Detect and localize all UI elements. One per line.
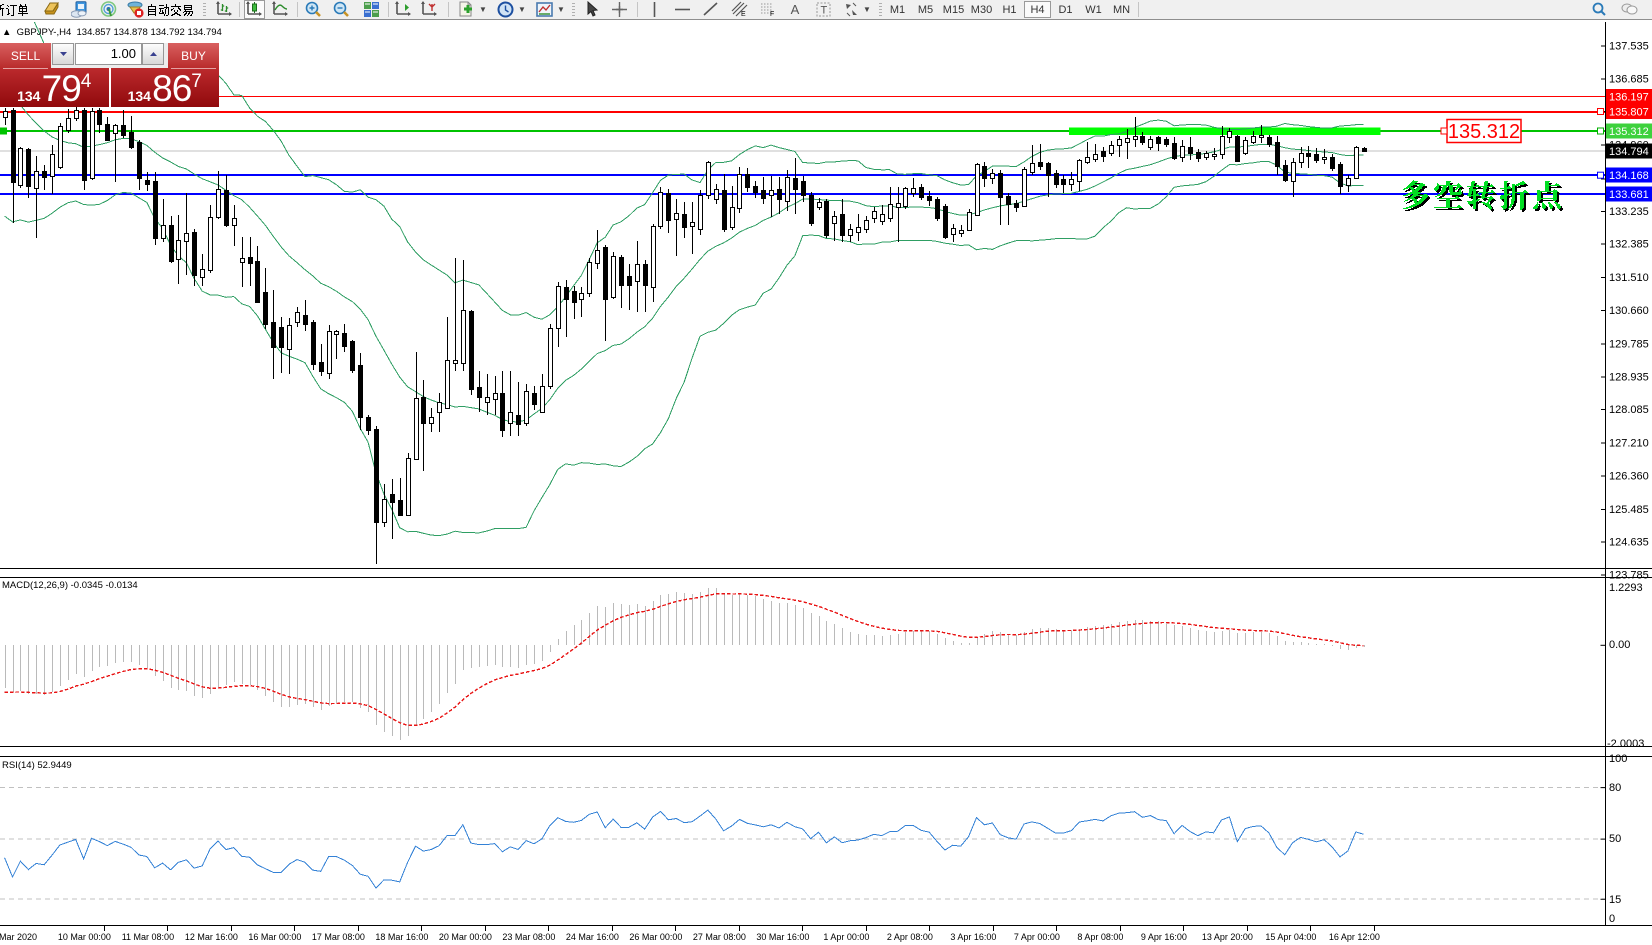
- svg-text:8 Apr 08:00: 8 Apr 08:00: [1077, 932, 1123, 942]
- svg-text:23 Mar 08:00: 23 Mar 08:00: [502, 932, 555, 942]
- svg-text:128.085: 128.085: [1609, 404, 1649, 416]
- svg-text:7 Apr 00:00: 7 Apr 00:00: [1014, 932, 1060, 942]
- svg-text:20 Mar 00:00: 20 Mar 00:00: [439, 932, 492, 942]
- svg-text:E: E: [741, 11, 746, 18]
- svg-text:26 Mar 00:00: 26 Mar 00:00: [629, 932, 682, 942]
- svg-text:133.681: 133.681: [1609, 189, 1649, 201]
- svg-text:15: 15: [1609, 894, 1621, 906]
- svg-text:128.935: 128.935: [1609, 371, 1649, 383]
- svg-text:134.794: 134.794: [1609, 146, 1649, 158]
- svg-text:16 Mar 00:00: 16 Mar 00:00: [248, 932, 301, 942]
- svg-text:27 Mar 08:00: 27 Mar 08:00: [693, 932, 746, 942]
- svg-text:137.535: 137.535: [1609, 41, 1649, 53]
- svg-text:30 Mar 16:00: 30 Mar 16:00: [756, 932, 809, 942]
- svg-text:127.210: 127.210: [1609, 438, 1649, 450]
- svg-text:125.485: 125.485: [1609, 504, 1649, 516]
- svg-text:130.660: 130.660: [1609, 305, 1649, 317]
- svg-text:2 Apr 08:00: 2 Apr 08:00: [887, 932, 933, 942]
- svg-text:1 Apr 00:00: 1 Apr 00:00: [823, 932, 869, 942]
- svg-text:50: 50: [1609, 833, 1621, 845]
- svg-text:10 Mar 00:00: 10 Mar 00:00: [58, 932, 111, 942]
- svg-text:100: 100: [1609, 753, 1627, 765]
- svg-text:129.785: 129.785: [1609, 339, 1649, 351]
- svg-text:135.312: 135.312: [1609, 126, 1649, 138]
- svg-text:126.360: 126.360: [1609, 470, 1649, 482]
- svg-text:MACD(12,26,9) -0.0345 -0.0134: MACD(12,26,9) -0.0345 -0.0134: [2, 580, 138, 591]
- svg-text:135.807: 135.807: [1609, 107, 1649, 119]
- svg-text:F: F: [770, 11, 774, 18]
- svg-text:135.312: 135.312: [1448, 121, 1520, 143]
- svg-text:133.235: 133.235: [1609, 206, 1649, 218]
- svg-text:3 Apr 16:00: 3 Apr 16:00: [950, 932, 996, 942]
- svg-text:0.00: 0.00: [1609, 639, 1630, 651]
- svg-text:17 Mar 08:00: 17 Mar 08:00: [312, 932, 365, 942]
- svg-text:132.385: 132.385: [1609, 239, 1649, 251]
- svg-text:134.168: 134.168: [1609, 170, 1649, 182]
- svg-text:RSI(14) 52.9449: RSI(14) 52.9449: [2, 760, 72, 771]
- svg-text:Mar 2020: Mar 2020: [0, 932, 37, 942]
- svg-text:9 Apr 16:00: 9 Apr 16:00: [1141, 932, 1187, 942]
- svg-text:123.785: 123.785: [1609, 569, 1649, 581]
- svg-text:12 Mar 16:00: 12 Mar 16:00: [185, 932, 238, 942]
- svg-text:24 Mar 16:00: 24 Mar 16:00: [566, 932, 619, 942]
- svg-text:80: 80: [1609, 782, 1621, 794]
- svg-text:136.685: 136.685: [1609, 73, 1649, 85]
- svg-text:1.2293: 1.2293: [1609, 582, 1643, 594]
- svg-text:124.635: 124.635: [1609, 537, 1649, 549]
- svg-text:15 Apr 04:00: 15 Apr 04:00: [1265, 932, 1316, 942]
- svg-text:0: 0: [1609, 913, 1615, 925]
- svg-text:18 Mar 16:00: 18 Mar 16:00: [375, 932, 428, 942]
- svg-text:11 Mar 08:00: 11 Mar 08:00: [122, 932, 174, 942]
- svg-text:13 Apr 20:00: 13 Apr 20:00: [1202, 932, 1253, 942]
- svg-text:T: T: [820, 5, 827, 17]
- svg-text:136.197: 136.197: [1609, 92, 1649, 104]
- svg-text:-2.0003: -2.0003: [1607, 738, 1644, 750]
- svg-text:16 Apr 12:00: 16 Apr 12:00: [1329, 932, 1380, 942]
- svg-text:131.510: 131.510: [1609, 272, 1649, 284]
